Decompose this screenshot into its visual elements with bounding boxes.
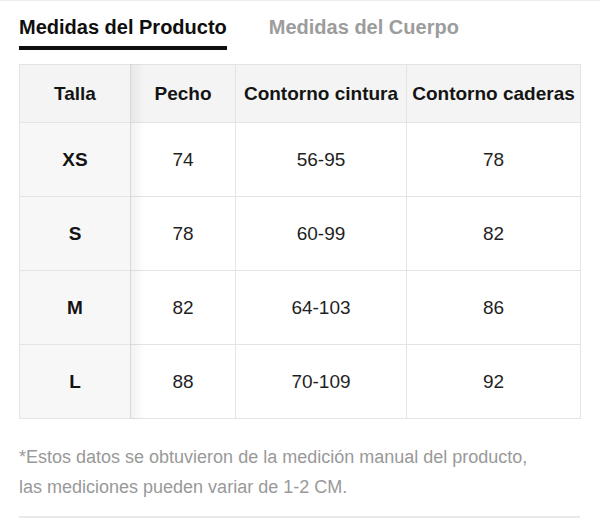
tabs-bar: Medidas del Producto Medidas del Cuerpo bbox=[0, 1, 600, 50]
size-cell: 74 bbox=[131, 123, 236, 197]
size-cell: 78 bbox=[407, 123, 581, 197]
tab-medidas-del-cuerpo[interactable]: Medidas del Cuerpo bbox=[269, 16, 459, 50]
size-label: S bbox=[20, 197, 131, 271]
tab-medidas-del-producto[interactable]: Medidas del Producto bbox=[19, 16, 227, 50]
table-row-l: L 88 70-109 92 bbox=[20, 345, 581, 419]
size-cell: 82 bbox=[131, 271, 236, 345]
column-header-caderas: Contorno caderas bbox=[407, 65, 581, 123]
size-guide-panel: Medidas del Producto Medidas del Cuerpo … bbox=[0, 0, 600, 526]
size-cell: 86 bbox=[407, 271, 581, 345]
column-header-talla: Talla bbox=[20, 65, 131, 123]
size-label: M bbox=[20, 271, 131, 345]
size-cell: 92 bbox=[407, 345, 581, 419]
size-label: XS bbox=[20, 123, 131, 197]
size-cell: 60-99 bbox=[236, 197, 407, 271]
size-cell: 70-109 bbox=[236, 345, 407, 419]
size-cell: 64-103 bbox=[236, 271, 407, 345]
size-table: Talla Pecho Contorno cintura Contorno ca… bbox=[19, 64, 581, 419]
measurement-disclaimer: *Estos datos se obtuvieron de la medició… bbox=[19, 442, 580, 502]
size-cell: 88 bbox=[131, 345, 236, 419]
column-header-cintura: Contorno cintura bbox=[236, 65, 407, 123]
size-label: L bbox=[20, 345, 131, 419]
disclaimer-line-2: las mediciones pueden variar de 1-2 CM. bbox=[19, 472, 580, 502]
size-cell: 78 bbox=[131, 197, 236, 271]
header-row: Talla Pecho Contorno cintura Contorno ca… bbox=[20, 65, 581, 123]
size-cell: 82 bbox=[407, 197, 581, 271]
size-table-scroll-area[interactable]: Talla Pecho Contorno cintura Contorno ca… bbox=[19, 64, 580, 419]
disclaimer-line-1: *Estos datos se obtuvieron de la medició… bbox=[19, 442, 580, 472]
table-row-m: M 82 64-103 86 bbox=[20, 271, 581, 345]
size-cell: 56-95 bbox=[236, 123, 407, 197]
bottom-divider bbox=[19, 516, 580, 518]
table-row-xs: XS 74 56-95 78 bbox=[20, 123, 581, 197]
column-header-pecho: Pecho bbox=[131, 65, 236, 123]
table-row-s: S 78 60-99 82 bbox=[20, 197, 581, 271]
